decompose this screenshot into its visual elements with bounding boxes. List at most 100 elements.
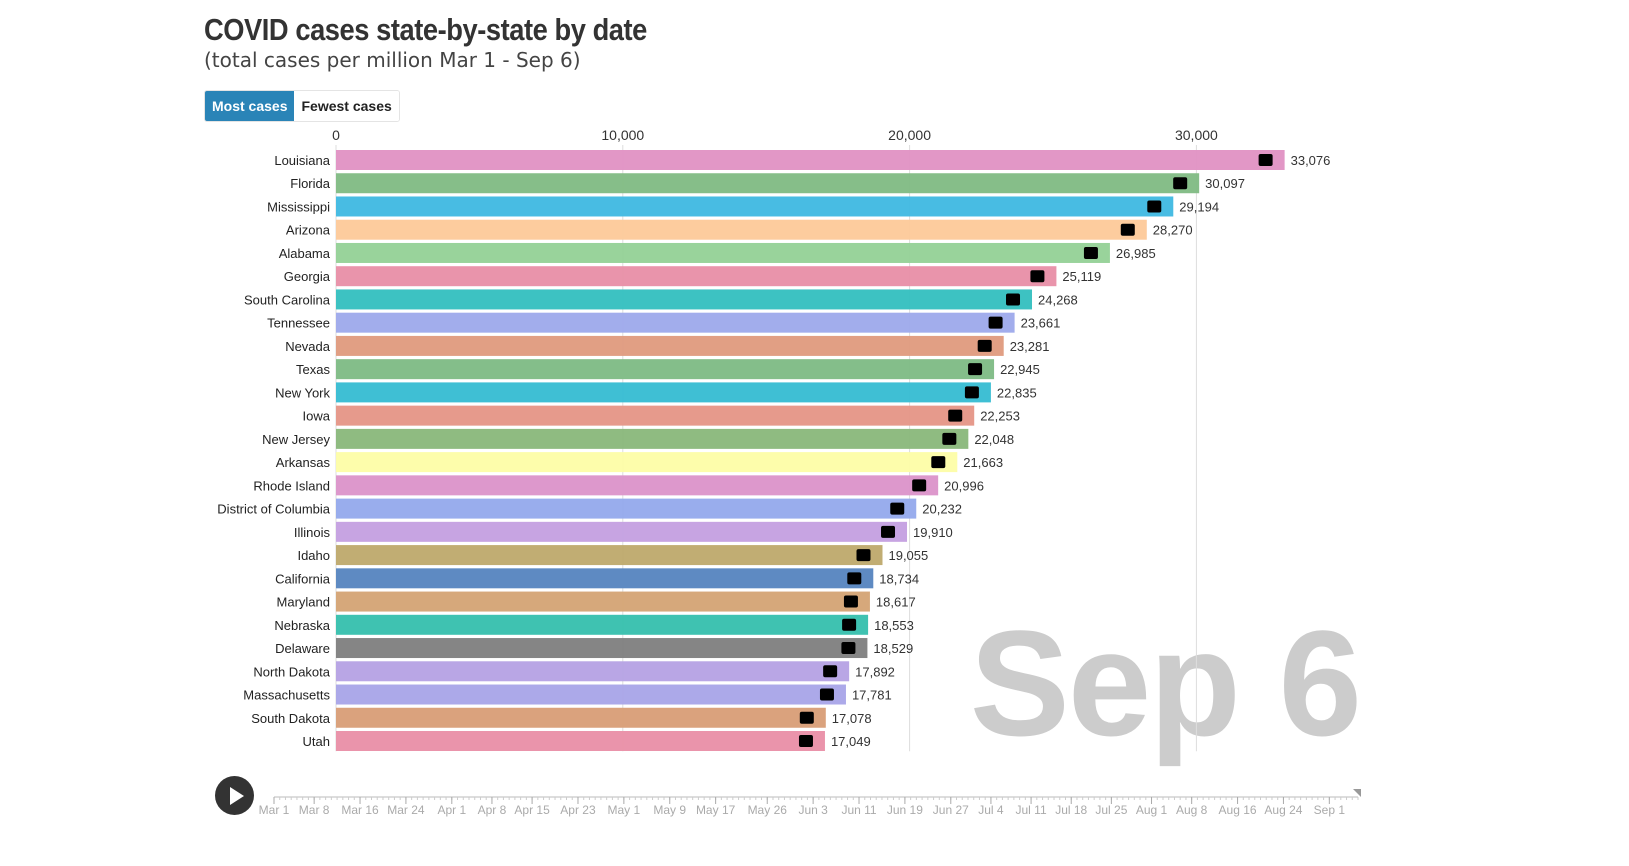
timeline-date-label: Jul 25 <box>1095 803 1127 817</box>
state-label: Louisiana <box>274 153 330 168</box>
state-label: South Carolina <box>244 292 331 307</box>
timeline-date-label: Apr 15 <box>514 803 550 817</box>
bar[interactable] <box>336 707 826 728</box>
value-label: 28,270 <box>1153 223 1193 238</box>
x-tick-label: 30,000 <box>1175 127 1218 143</box>
state-silhouette-icon <box>1147 200 1162 213</box>
state-label: New York <box>275 385 330 400</box>
x-tick-label: 0 <box>332 127 340 143</box>
bar[interactable] <box>336 242 1110 263</box>
bar-row: Georgia 25,119 <box>284 266 1101 287</box>
bar[interactable] <box>336 196 1174 217</box>
state-label: Rhode Island <box>253 478 330 493</box>
bar-row: Arkansas 21,663 <box>276 452 1003 473</box>
bar-row: New York 22,835 <box>275 382 1037 403</box>
most-cases-button[interactable]: Most cases <box>205 91 295 121</box>
state-label: Illinois <box>294 525 331 540</box>
state-label: Florida <box>290 176 331 191</box>
value-label: 19,055 <box>888 548 928 563</box>
bar[interactable] <box>336 428 969 449</box>
state-silhouette-icon <box>1173 177 1188 190</box>
x-tick-label: 20,000 <box>888 127 931 143</box>
state-silhouette-icon <box>1258 154 1273 166</box>
bar[interactable] <box>336 684 846 705</box>
state-label: Arizona <box>286 223 331 238</box>
timeline-date-label: Jun 27 <box>933 803 969 817</box>
bar[interactable] <box>336 173 1200 194</box>
bar[interactable] <box>336 312 1015 333</box>
bar[interactable] <box>336 498 917 519</box>
fewest-cases-button[interactable]: Fewest cases <box>294 91 399 121</box>
timeline-date-label: Mar 16 <box>341 803 379 817</box>
timeline-date-label: Apr 1 <box>437 803 466 817</box>
state-silhouette-icon <box>968 363 983 376</box>
timeline-date-label: May 9 <box>653 803 686 817</box>
value-label: 33,076 <box>1291 153 1331 168</box>
bar[interactable] <box>336 219 1147 240</box>
value-label: 17,049 <box>831 734 871 749</box>
bar[interactable] <box>336 591 870 612</box>
state-silhouette-icon <box>942 432 957 445</box>
value-label: 18,617 <box>876 595 916 610</box>
state-label: Utah <box>303 734 330 749</box>
timeline-date-label: Apr 23 <box>560 803 596 817</box>
state-silhouette-icon <box>856 549 871 562</box>
state-silhouette-icon <box>977 339 992 352</box>
timeline-date-label: Jul 4 <box>978 803 1004 817</box>
bar[interactable] <box>336 266 1057 287</box>
bar[interactable] <box>336 150 1285 170</box>
state-label: New Jersey <box>262 432 330 447</box>
state-label: District of Columbia <box>217 502 330 517</box>
timeline-date-label: May 17 <box>696 803 736 817</box>
state-label: Alabama <box>279 246 331 261</box>
bar[interactable] <box>336 568 874 589</box>
bar[interactable] <box>336 335 1004 356</box>
bar-row: South Carolina 24,268 <box>244 289 1078 310</box>
value-label: 21,663 <box>963 455 1003 470</box>
page-subtitle: (total cases per million Mar 1 - Sep 6) <box>204 48 581 72</box>
bar[interactable] <box>336 545 883 566</box>
bar[interactable] <box>336 359 995 380</box>
bar-row: District of Columbia 20,232 <box>217 498 962 519</box>
value-label: 18,529 <box>873 641 913 656</box>
value-label: 18,553 <box>874 618 914 633</box>
bar-row: Massachusetts 17,781 <box>243 684 892 705</box>
state-label: Mississippi <box>267 199 330 214</box>
timeline-date-label: Aug 16 <box>1219 803 1257 817</box>
bar[interactable] <box>336 405 975 426</box>
state-label: Idaho <box>297 548 330 563</box>
value-label: 17,078 <box>832 711 872 726</box>
timeline-handle[interactable] <box>1353 789 1361 797</box>
state-silhouette-icon <box>1030 270 1045 283</box>
state-silhouette-icon <box>964 386 979 399</box>
bar[interactable] <box>336 475 939 496</box>
play-button[interactable] <box>215 776 254 815</box>
value-label: 30,097 <box>1205 176 1245 191</box>
bar[interactable] <box>336 521 908 542</box>
state-silhouette-icon <box>823 665 838 678</box>
bar[interactable] <box>336 452 958 473</box>
bar[interactable] <box>336 289 1033 310</box>
state-silhouette-icon <box>1083 246 1098 259</box>
bar[interactable] <box>336 614 869 635</box>
timeline-date-label: May 1 <box>608 803 641 817</box>
state-label: Tennessee <box>267 316 330 331</box>
bar[interactable] <box>336 661 850 682</box>
bar-row: Utah 17,049 <box>303 731 871 751</box>
state-label: Texas <box>296 362 330 377</box>
bar[interactable] <box>336 382 991 403</box>
state-silhouette-icon <box>842 618 857 631</box>
sort-toggle: Most cases Fewest cases <box>204 90 400 122</box>
timeline-date-label: Jun 19 <box>887 803 923 817</box>
state-silhouette-icon <box>819 688 834 701</box>
current-date-label: Sep 6 <box>970 599 1360 767</box>
value-label: 20,996 <box>944 478 984 493</box>
timeline-date-label: Jul 11 <box>1016 803 1047 817</box>
timeline-date-label: May 26 <box>748 803 788 817</box>
bar[interactable] <box>336 731 825 751</box>
timeline-date-label: Aug 8 <box>1176 803 1208 817</box>
state-label: Iowa <box>303 409 331 424</box>
bar[interactable] <box>336 638 868 659</box>
state-silhouette-icon <box>798 735 813 747</box>
state-silhouette-icon <box>847 572 862 585</box>
